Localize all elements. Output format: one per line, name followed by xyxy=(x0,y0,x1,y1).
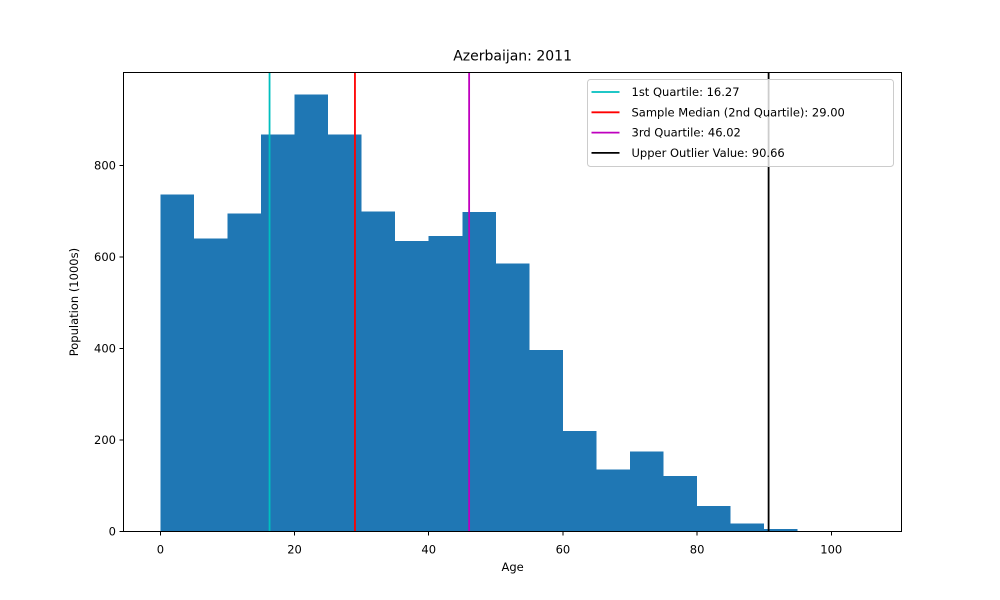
histogram-bars xyxy=(160,94,832,532)
histogram-bar xyxy=(193,238,228,532)
histogram-bar xyxy=(261,134,295,532)
axis-ticks: 0 20 40 60 80 100 0 200 400 600 800 xyxy=(94,159,842,557)
y-tick-label: 600 xyxy=(94,250,116,264)
legend: 1st Quartile: 16.27 Sample Median (2nd Qu… xyxy=(587,79,894,167)
x-tick-label: 40 xyxy=(421,543,436,557)
histogram-bar xyxy=(361,211,396,532)
histogram-bar xyxy=(764,529,798,532)
histogram-bar xyxy=(663,476,698,532)
histogram-bar xyxy=(227,213,262,532)
chart-title: Azerbaijan: 2011 xyxy=(453,49,572,65)
legend-label-q3: 3rd Quartile: 46.02 xyxy=(632,126,741,140)
histogram-bar xyxy=(395,241,429,532)
histogram-bar xyxy=(462,212,496,532)
histogram-bar xyxy=(730,523,765,532)
legend-label-outlier: Upper Outlier Value: 90.66 xyxy=(632,146,785,160)
histogram-bar xyxy=(562,430,597,532)
legend-label-median: Sample Median (2nd Quartile): 29.00 xyxy=(632,105,845,119)
legend-box xyxy=(587,79,894,167)
histogram-bar xyxy=(630,451,664,532)
x-tick-label: 0 xyxy=(157,543,164,557)
x-axis-label: Age xyxy=(501,560,523,574)
y-tick-label: 200 xyxy=(94,433,116,447)
histogram-bar xyxy=(328,134,362,532)
axes-frame xyxy=(123,72,903,532)
x-tick-label: 20 xyxy=(287,543,302,557)
axis-text: Azerbaijan: 2011 Age Population (1000s) xyxy=(67,49,572,575)
x-tick-label: 80 xyxy=(690,543,705,557)
histogram-bar xyxy=(495,263,530,532)
y-tick-label: 0 xyxy=(109,525,116,539)
histogram-bar xyxy=(294,94,329,532)
histogram-bar xyxy=(697,505,731,532)
x-tick-label: 60 xyxy=(556,543,571,557)
histogram-bar xyxy=(529,349,563,532)
legend-label-q1: 1st Quartile: 16.27 xyxy=(632,85,740,99)
histogram-bar xyxy=(428,236,463,532)
y-tick-label: 800 xyxy=(94,159,116,173)
x-tick-label: 100 xyxy=(820,543,842,557)
histogram-bar xyxy=(596,469,630,532)
histogram-bar xyxy=(160,194,194,532)
quartile-lines xyxy=(268,72,770,532)
y-tick-label: 400 xyxy=(94,342,116,356)
y-axis-label: Population (1000s) xyxy=(67,248,81,356)
plot-border xyxy=(123,72,903,532)
